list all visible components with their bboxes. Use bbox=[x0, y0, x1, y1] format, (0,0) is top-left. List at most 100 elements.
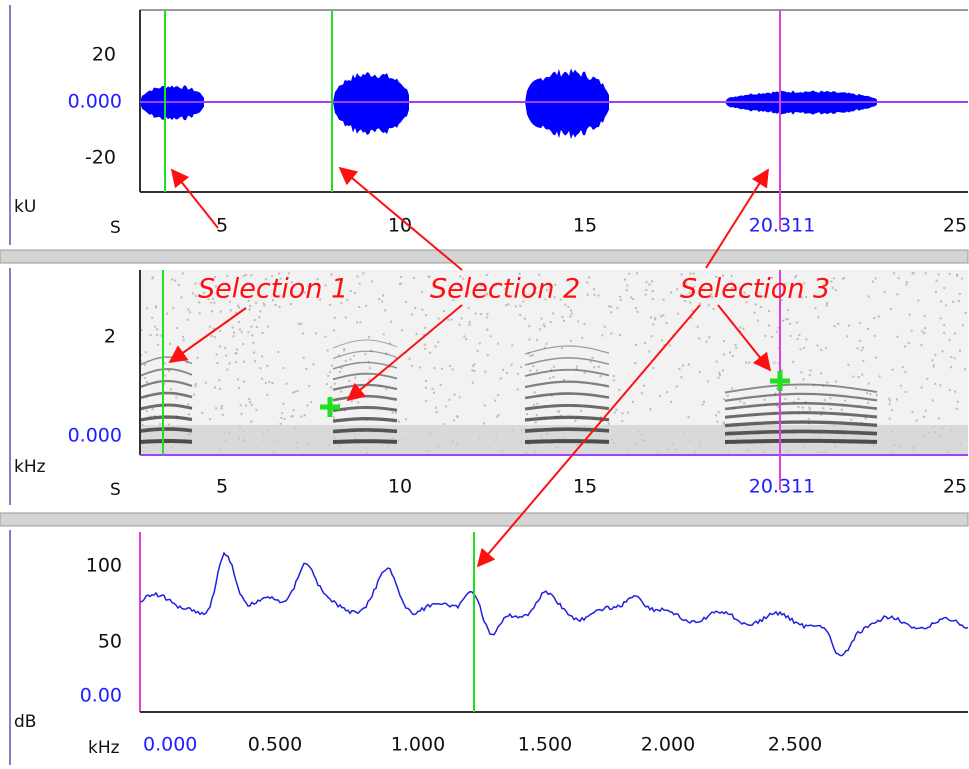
harmonic bbox=[724, 429, 878, 436]
noise-speck bbox=[451, 368, 454, 371]
noise-speck bbox=[231, 326, 234, 329]
noise-speck bbox=[337, 354, 340, 357]
noise-speck bbox=[189, 311, 192, 314]
noise-speck bbox=[188, 413, 191, 416]
noise-speck bbox=[364, 353, 367, 356]
noise-speck bbox=[365, 304, 368, 307]
noise-speck bbox=[665, 322, 668, 325]
noise-speck bbox=[237, 378, 240, 381]
noise-speck bbox=[891, 368, 894, 371]
noise-speck bbox=[240, 331, 243, 334]
noise-speck bbox=[570, 309, 573, 312]
noise-speck bbox=[847, 324, 850, 327]
y-tick-label: 0.000 bbox=[68, 425, 122, 447]
noise-speck bbox=[219, 387, 222, 390]
noise-speck bbox=[211, 297, 214, 300]
noise-speck bbox=[324, 335, 327, 338]
noise-speck bbox=[842, 277, 845, 280]
noise-speck bbox=[468, 323, 471, 326]
noise-speck bbox=[248, 397, 251, 400]
noise-speck bbox=[844, 399, 847, 402]
noise-speck bbox=[619, 295, 622, 298]
noise-speck bbox=[610, 305, 613, 308]
splitter[interactable] bbox=[0, 512, 969, 527]
noise-speck bbox=[218, 379, 221, 382]
noise-speck bbox=[443, 310, 446, 313]
noise-speck bbox=[949, 366, 952, 369]
noise-speck bbox=[255, 408, 258, 411]
harmonic bbox=[332, 372, 398, 381]
noise-speck bbox=[765, 284, 768, 287]
noise-speck bbox=[255, 326, 258, 329]
noise-speck bbox=[680, 376, 683, 379]
noise-speck bbox=[723, 340, 726, 343]
noise-speck bbox=[626, 284, 629, 287]
noise-speck bbox=[458, 323, 461, 326]
noise-speck bbox=[281, 412, 284, 415]
harmonic bbox=[724, 401, 878, 411]
noise-speck bbox=[191, 292, 194, 295]
harmonic bbox=[524, 380, 610, 389]
noise-speck bbox=[433, 367, 436, 370]
noise-speck bbox=[540, 290, 543, 293]
noise-speck bbox=[698, 337, 701, 340]
noise-speck bbox=[249, 304, 252, 307]
noise-speck bbox=[920, 344, 923, 347]
noise-speck bbox=[250, 403, 253, 406]
noise-speck bbox=[784, 398, 787, 401]
noise-speck bbox=[536, 339, 539, 342]
noise-speck bbox=[333, 316, 336, 319]
noise-speck bbox=[437, 341, 440, 344]
noise-speck bbox=[271, 274, 274, 277]
noise-speck bbox=[862, 359, 865, 362]
noise-speck bbox=[814, 307, 817, 310]
noise-speck bbox=[504, 287, 507, 290]
noise-speck bbox=[538, 328, 541, 331]
y-tick-label: -20 bbox=[85, 147, 116, 169]
noise-speck bbox=[356, 321, 359, 324]
noise-speck bbox=[423, 343, 426, 346]
noise-speck bbox=[645, 288, 648, 291]
noise-speck bbox=[731, 387, 734, 390]
noise-speck bbox=[759, 306, 762, 309]
noise-speck bbox=[499, 377, 502, 380]
noise-speck bbox=[575, 367, 578, 370]
noise-speck bbox=[294, 390, 297, 393]
splitter[interactable] bbox=[0, 249, 969, 264]
noise-speck bbox=[599, 375, 602, 378]
noise-speck bbox=[837, 322, 840, 325]
noise-speck bbox=[526, 413, 529, 416]
noise-speck bbox=[874, 356, 877, 359]
spectrogram-image bbox=[139, 272, 968, 456]
noise-speck bbox=[450, 318, 453, 321]
noise-speck bbox=[425, 400, 428, 403]
noise-speck bbox=[415, 333, 418, 336]
noise-speck bbox=[552, 312, 555, 315]
noise-speck bbox=[797, 398, 800, 401]
noise-speck bbox=[873, 317, 876, 320]
noise-speck bbox=[777, 346, 780, 349]
noise-speck bbox=[822, 284, 825, 287]
noise-speck bbox=[807, 417, 810, 420]
noise-speck bbox=[250, 420, 253, 423]
noise-speck bbox=[770, 276, 773, 279]
noise-speck bbox=[956, 274, 959, 277]
noise-speck bbox=[559, 298, 562, 301]
noise-speck bbox=[408, 357, 411, 360]
noise-speck bbox=[211, 310, 214, 313]
noise-speck bbox=[535, 414, 538, 417]
y-tick-label: 2 bbox=[104, 326, 116, 348]
noise-speck bbox=[545, 342, 548, 345]
noise-speck bbox=[384, 309, 387, 312]
noise-speck bbox=[234, 352, 237, 355]
noise-speck bbox=[716, 420, 719, 423]
noise-speck bbox=[250, 325, 253, 328]
noise-speck bbox=[939, 317, 942, 320]
noise-speck bbox=[239, 328, 242, 331]
noise-speck bbox=[262, 302, 265, 305]
noise-speck bbox=[261, 331, 264, 334]
noise-speck bbox=[520, 366, 523, 369]
noise-speck bbox=[613, 411, 616, 414]
noise-speck bbox=[144, 377, 147, 380]
noise-speck bbox=[213, 336, 216, 339]
